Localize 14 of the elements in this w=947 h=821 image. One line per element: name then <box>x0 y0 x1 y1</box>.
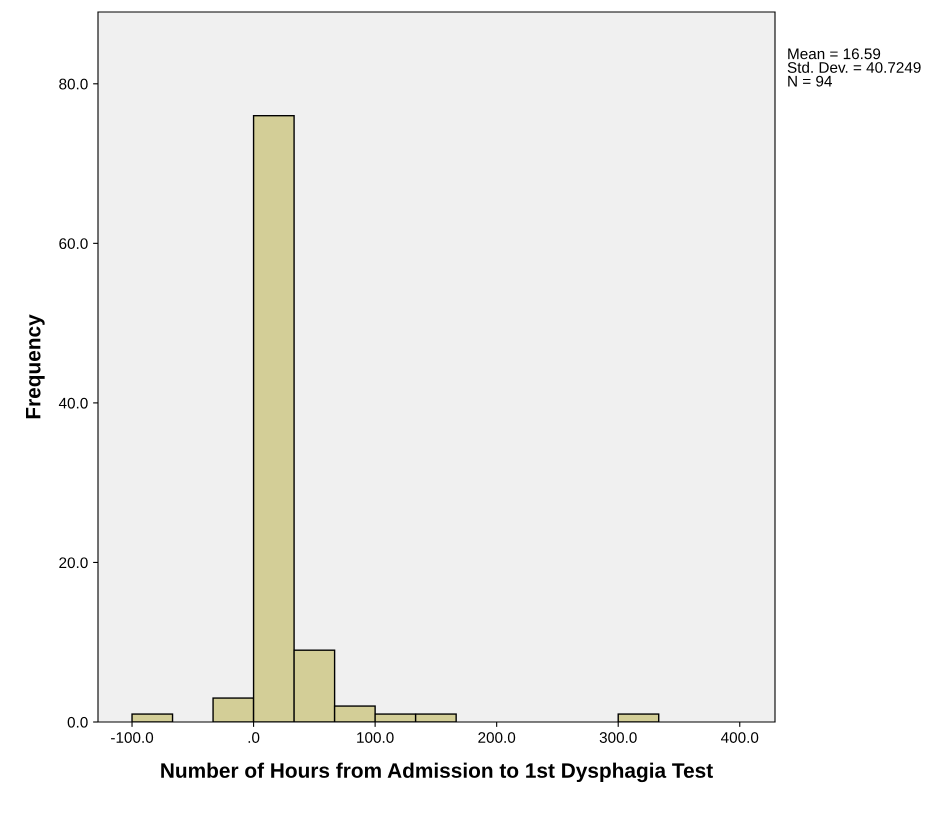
y-tick-label: 0.0 <box>68 716 88 728</box>
x-tick-label: 100.0 <box>357 732 394 743</box>
x-tick-label: 200.0 <box>478 732 516 743</box>
x-tick-label: -100.0 <box>111 732 154 743</box>
x-tick-label: 400.0 <box>720 732 758 743</box>
text: Mean = 16.59 Std. Dev. = 40.7249 N = 94 <box>788 48 921 87</box>
x-tick-label: .0 <box>248 732 260 743</box>
x-tick-label: 300.0 <box>600 732 637 743</box>
y-tick-label: 80.0 <box>59 78 88 90</box>
y-tick-label: 20.0 <box>59 557 88 568</box>
x-axis-title: Number of Hours from Admission to 1st Dysphagia Test <box>161 762 713 782</box>
y-tick-label: 60.0 <box>59 238 88 250</box>
y-axis-title: Frequency <box>26 314 45 418</box>
y-tick-label: 40.0 <box>58 398 88 409</box>
